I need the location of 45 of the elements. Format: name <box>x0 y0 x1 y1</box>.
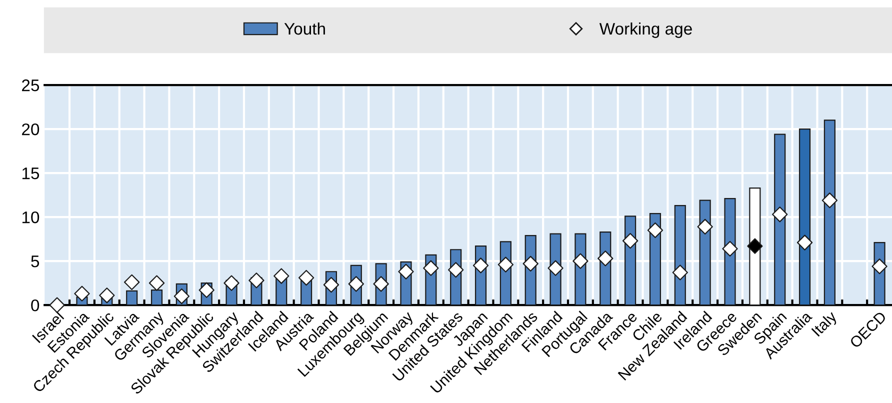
point <box>298 270 314 286</box>
point <box>522 256 538 272</box>
point <box>99 288 115 304</box>
point <box>448 262 464 278</box>
point <box>224 275 240 291</box>
y-tick-label: 15 <box>22 168 40 180</box>
legend-label: Working age <box>599 22 692 38</box>
point <box>722 240 738 257</box>
point <box>323 276 340 293</box>
point <box>274 268 290 284</box>
point <box>572 253 588 269</box>
point <box>548 260 564 276</box>
point <box>822 192 838 208</box>
point <box>697 218 713 235</box>
y-tick-label: 0 <box>31 299 40 312</box>
legend-label: Youth <box>284 22 325 35</box>
y-tick-label: 25 <box>22 79 40 92</box>
point <box>174 288 190 304</box>
point <box>398 264 414 280</box>
point <box>74 286 90 302</box>
x-tick-label: Italy <box>810 310 840 339</box>
bar <box>774 134 786 306</box>
point <box>472 258 489 274</box>
bar <box>824 120 836 306</box>
point <box>622 232 638 249</box>
point <box>348 276 364 292</box>
point <box>373 276 389 292</box>
y-tick-label: 5 <box>31 256 40 268</box>
point <box>124 274 140 290</box>
point <box>148 275 165 291</box>
point <box>647 222 664 238</box>
y-tick-label: 20 <box>22 123 40 136</box>
point <box>598 250 614 266</box>
point <box>49 297 65 313</box>
point <box>747 238 763 254</box>
point <box>198 282 214 298</box>
point <box>796 234 813 250</box>
point <box>423 260 439 276</box>
bar <box>798 128 811 306</box>
point <box>772 206 788 222</box>
y-tick-label: 10 <box>22 211 40 224</box>
point <box>248 272 264 288</box>
point <box>872 258 888 274</box>
point <box>498 256 514 272</box>
point <box>672 264 688 280</box>
